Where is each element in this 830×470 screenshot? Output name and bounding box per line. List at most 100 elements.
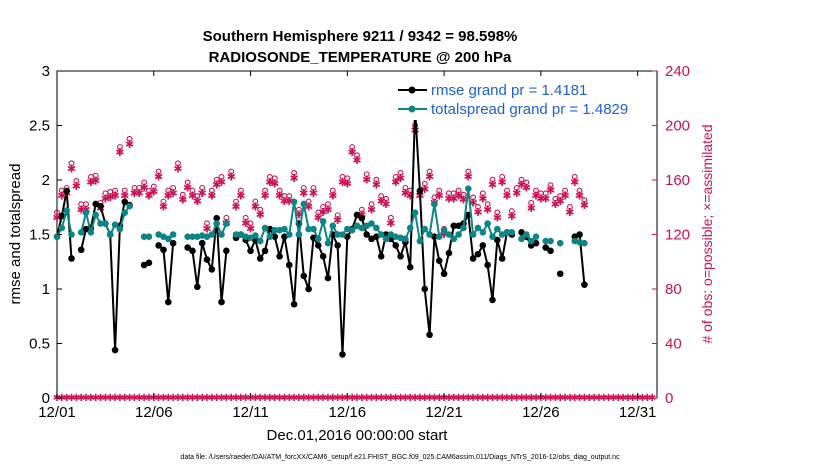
spread-point <box>426 231 433 238</box>
obs-zero-marker: ✱ <box>198 393 206 404</box>
spread-point <box>406 224 414 232</box>
rmse-point <box>416 187 424 195</box>
spread-point <box>503 229 511 236</box>
obs-zero-marker: ✱ <box>561 393 569 404</box>
spread-point <box>92 211 100 219</box>
obs-assimilated-point: ✱ <box>488 180 497 192</box>
obs-zero-marker: ✱ <box>629 393 637 404</box>
rmse-point <box>203 256 211 263</box>
obs-assimilated-point: ✱ <box>435 191 444 203</box>
obs-possible-point <box>145 187 152 194</box>
spread-point <box>87 229 95 236</box>
obs-zero-marker: ✱ <box>498 393 506 404</box>
obs-assimilated-point: ✱ <box>314 212 323 224</box>
obs-possible-point <box>465 168 472 175</box>
rmse-point <box>189 247 196 255</box>
spread-point <box>334 231 341 238</box>
obs-zero-marker: ✱ <box>590 393 598 404</box>
spread-point <box>111 221 119 228</box>
obs-zero-marker: ✱ <box>212 393 220 404</box>
obs-zero-marker: ✱ <box>512 393 520 404</box>
obs-assimilated-point: ✱ <box>381 199 390 211</box>
obs-zero-marker: ✱ <box>614 393 622 404</box>
spread-point <box>68 231 75 238</box>
legend-box <box>394 78 654 120</box>
spread-point <box>479 229 487 236</box>
rmse-point <box>208 266 216 273</box>
rmse-point <box>223 247 230 255</box>
y2-tick-label: 120 <box>665 227 690 244</box>
obs-assimilated-point: ✱ <box>144 191 153 203</box>
rmse-point <box>160 246 167 254</box>
spread-point <box>440 226 448 234</box>
obs-zero-marker: ✱ <box>464 393 472 404</box>
x-tick-label: 12/21 <box>425 404 463 421</box>
obs-zero-marker: ✱ <box>208 393 216 404</box>
obs-zero-marker: ✱ <box>159 393 167 404</box>
obs-possible-point <box>349 144 356 150</box>
obs-zero-marker: ✱ <box>154 393 162 404</box>
obs-possible-point <box>479 190 486 197</box>
rmse-point <box>358 214 366 222</box>
spread-point <box>581 239 588 247</box>
obs-possible-point <box>450 190 457 197</box>
spread-point <box>508 229 516 236</box>
obs-zero-marker: ✱ <box>145 393 153 404</box>
obs-zero-marker: ✱ <box>372 393 380 404</box>
y2-tick-label: 160 <box>665 172 690 189</box>
obs-zero-marker: ✱ <box>392 393 400 404</box>
obs-zero-marker: ✱ <box>246 393 254 404</box>
obs-assimilated-point: ✱ <box>575 191 584 203</box>
obs-possible-point <box>189 187 196 194</box>
obs-assimilated-point: ✱ <box>469 197 478 209</box>
obs-assimilated-point: ✱ <box>473 207 482 219</box>
obs-zero-marker: ✱ <box>377 393 385 404</box>
spread-point <box>416 237 424 245</box>
obs-possible-point <box>581 197 588 204</box>
obs-possible-point <box>436 187 443 194</box>
obs-assimilated-point: ✱ <box>246 223 255 235</box>
obs-assimilated-point: ✱ <box>551 199 560 211</box>
obs-zero-marker: ✱ <box>203 393 211 404</box>
obs-zero-marker: ✱ <box>275 393 283 404</box>
obs-zero-marker: ✱ <box>406 393 414 404</box>
obs-zero-marker: ✱ <box>411 393 419 404</box>
spread-point <box>455 231 462 238</box>
obs-possible-point <box>358 206 365 213</box>
obs-assimilated-point: ✱ <box>154 172 163 184</box>
obs-possible-point <box>116 144 123 150</box>
obs-assimilated-point: ✱ <box>236 191 245 203</box>
obs-zero-marker: ✱ <box>232 393 240 404</box>
spread-point <box>450 235 458 243</box>
spread-point <box>295 231 303 238</box>
obs-assimilated-point: ✱ <box>275 191 284 203</box>
obs-assimilated-point: ✱ <box>536 193 545 205</box>
obs-possible-point <box>247 220 254 227</box>
obs-possible-point <box>383 195 389 202</box>
obs-assimilated-point: ✱ <box>265 177 274 189</box>
obs-zero-marker: ✱ <box>280 393 288 404</box>
obs-possible-point <box>179 191 186 198</box>
obs-assimilated-point: ✱ <box>541 193 550 205</box>
spread-point <box>266 233 274 240</box>
rmse-point <box>213 214 220 222</box>
obs-assimilated-point: ✱ <box>125 139 134 151</box>
legend-rmse-label: rmse grand pr = 1.4181 <box>431 82 587 99</box>
obs-zero-marker: ✱ <box>643 393 651 404</box>
obs-assimilated-point: ✱ <box>319 207 328 219</box>
obs-assimilated-point: ✱ <box>77 204 86 216</box>
spread-point <box>382 235 390 243</box>
obs-assimilated-point: ✱ <box>115 147 124 159</box>
obs-assimilated-point: ✱ <box>106 192 115 204</box>
rmse-point <box>494 236 501 244</box>
obs-zero-marker: ✱ <box>111 393 119 404</box>
spread-point <box>489 233 496 240</box>
obs-zero-marker: ✱ <box>585 393 593 404</box>
obs-possible-point <box>160 198 167 205</box>
spread-point <box>532 233 540 240</box>
spread-point <box>377 231 385 238</box>
y-tick-label: 1 <box>42 281 50 298</box>
rmse-point <box>445 249 453 257</box>
obs-assimilated-point: ✱ <box>173 163 182 175</box>
obs-zero-marker: ✱ <box>251 393 259 404</box>
